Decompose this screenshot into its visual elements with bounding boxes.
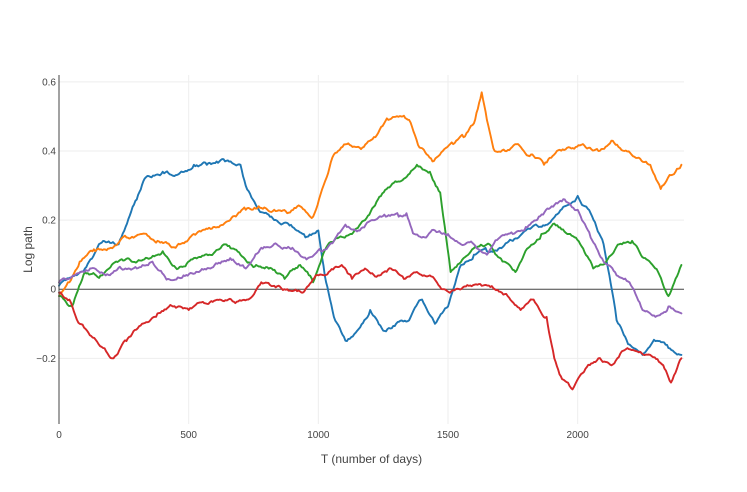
tick-labels: 0 500 1000 1500 2000 −0.2 0 0.2 0.4 0.6: [36, 77, 589, 441]
y-tick-label: 0.4: [42, 147, 56, 158]
x-tick-label: 1500: [437, 430, 460, 441]
series-line-path-orange[interactable]: [58, 91, 683, 298]
series-line-path-purple[interactable]: [58, 198, 683, 318]
x-tick-label: 0: [56, 430, 62, 441]
x-tick-label: 1000: [307, 430, 330, 441]
y-tick-label: −0.2: [36, 354, 56, 365]
series-line-path-green[interactable]: [58, 163, 683, 308]
series-line-path-red[interactable]: [58, 264, 683, 391]
series-line-path-blue[interactable]: [58, 158, 683, 356]
y-tick-label: 0.2: [42, 216, 56, 227]
series-group: [58, 91, 683, 391]
x-axis-title: T (number of days): [321, 452, 422, 466]
x-tick-label: 500: [180, 430, 197, 441]
y-tick-label: 0.6: [42, 77, 56, 88]
y-axis-title: Log path: [21, 226, 35, 273]
grid: [59, 75, 684, 424]
y-tick-label: 0: [50, 285, 56, 296]
x-tick-label: 2000: [567, 430, 590, 441]
